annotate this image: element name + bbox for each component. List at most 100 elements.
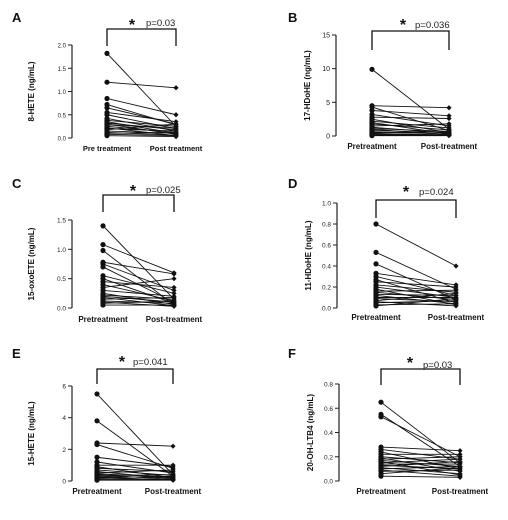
p-value-label: p=0.03 bbox=[146, 18, 175, 29]
pre-point bbox=[378, 473, 384, 479]
pair-line bbox=[371, 123, 450, 131]
y-tick-label: 0.5 bbox=[57, 276, 66, 283]
x-category-label: Post-treatment bbox=[421, 142, 478, 151]
y-tick-label: 0 bbox=[62, 479, 66, 486]
post-point bbox=[171, 294, 177, 301]
x-category-label: Pretreatment bbox=[351, 313, 401, 322]
post-point bbox=[171, 276, 177, 282]
pair-line bbox=[375, 293, 457, 296]
pair-line bbox=[106, 98, 177, 116]
pair-line bbox=[96, 475, 174, 479]
pre-point bbox=[369, 66, 375, 72]
pre-point bbox=[373, 221, 379, 227]
pre-point bbox=[373, 303, 379, 309]
post-point bbox=[453, 301, 459, 307]
pair-line bbox=[106, 131, 177, 134]
pair-line bbox=[96, 469, 174, 474]
y-axis-label: 8-HETE (ng/mL) bbox=[27, 61, 36, 121]
x-category-label: Post-treatment bbox=[432, 487, 489, 496]
pair-line bbox=[96, 393, 174, 475]
pre-point bbox=[100, 242, 106, 248]
pair-line bbox=[380, 466, 461, 470]
pair-line bbox=[375, 276, 457, 296]
pre-point bbox=[94, 454, 100, 460]
pre-point bbox=[104, 79, 110, 85]
pair-line bbox=[106, 81, 177, 89]
post-point bbox=[171, 271, 177, 277]
pair-line bbox=[371, 128, 450, 132]
pair-line bbox=[106, 107, 177, 125]
post-point bbox=[457, 459, 463, 465]
post-point bbox=[453, 290, 459, 296]
x-category-label: Post-treatment bbox=[146, 315, 203, 324]
pair-line bbox=[380, 458, 461, 464]
y-tick-label: 2.0 bbox=[58, 44, 67, 50]
significance-bracket bbox=[106, 28, 177, 46]
y-tick-label: 0.4 bbox=[324, 430, 333, 437]
pair-line bbox=[375, 279, 457, 304]
pair-line bbox=[371, 68, 450, 130]
y-tick-label: 6 bbox=[62, 384, 66, 391]
post-point bbox=[173, 125, 179, 131]
pair-line bbox=[96, 474, 174, 476]
panel-letter: A bbox=[12, 10, 22, 25]
y-tick-label: 0.0 bbox=[324, 479, 333, 486]
pre-point bbox=[100, 302, 106, 308]
pair-line bbox=[102, 294, 175, 300]
pair-line bbox=[380, 461, 461, 467]
post-point bbox=[453, 287, 459, 293]
post-point bbox=[446, 115, 452, 122]
pre-point bbox=[100, 264, 106, 270]
significance-bracket bbox=[96, 368, 174, 384]
post-point bbox=[457, 474, 463, 480]
pair-line bbox=[380, 401, 461, 464]
post-point bbox=[170, 443, 176, 449]
pair-line bbox=[371, 131, 450, 134]
y-tick-label: 0.6 bbox=[322, 243, 331, 250]
x-category-label: Pretreatment bbox=[347, 142, 397, 151]
y-tick-label: 1.5 bbox=[58, 67, 67, 73]
pre-point bbox=[94, 441, 100, 448]
y-tick-label: 0.5 bbox=[58, 113, 67, 119]
pair-line bbox=[96, 444, 174, 469]
pre-point bbox=[94, 477, 100, 483]
x-category-label: Pretreatment bbox=[78, 315, 128, 324]
significance-bracket bbox=[375, 199, 457, 218]
panel-letter: E bbox=[12, 346, 21, 361]
post-point bbox=[446, 129, 452, 135]
y-axis-label: 11-HDoHE (ng/mL) bbox=[304, 220, 313, 291]
x-category-label: Post treatment bbox=[150, 144, 203, 153]
significance-bracket bbox=[380, 368, 461, 385]
panel-c: C 0.0 0.5 1.0 1.5 15-oxoETE (ng/mL) Pretreatme… bbox=[12, 176, 203, 324]
post-point bbox=[170, 462, 176, 468]
post-point bbox=[170, 467, 176, 473]
pre-point bbox=[369, 107, 375, 114]
pair-line bbox=[102, 289, 175, 297]
pair-line bbox=[371, 123, 450, 127]
p-value-label: p=0.041 bbox=[133, 357, 168, 368]
significance-star: * bbox=[403, 184, 410, 201]
post-point bbox=[173, 85, 179, 91]
pre-point bbox=[373, 261, 379, 267]
pair-line bbox=[371, 116, 450, 119]
y-axis-label: 17-HDoHE (ng/mL) bbox=[303, 50, 312, 121]
x-category-label: Post-treatment bbox=[428, 313, 485, 322]
x-category-label: Pretreatment bbox=[72, 487, 122, 496]
significance-bracket bbox=[371, 30, 450, 50]
panel-letter: F bbox=[288, 346, 296, 361]
pair-line bbox=[380, 456, 461, 460]
pair-line bbox=[102, 278, 175, 288]
pre-point bbox=[104, 95, 110, 102]
pair-line bbox=[380, 467, 461, 475]
panel-letter: C bbox=[12, 176, 22, 191]
pre-point bbox=[373, 249, 379, 255]
pre-point bbox=[369, 133, 375, 139]
post-point bbox=[453, 263, 459, 269]
pair-line bbox=[375, 272, 457, 286]
pre-point bbox=[104, 112, 110, 118]
post-point bbox=[171, 298, 177, 304]
y-tick-label: 1.0 bbox=[58, 90, 67, 96]
y-tick-label: 0.8 bbox=[324, 382, 333, 389]
p-value-label: p=0.03 bbox=[423, 360, 452, 371]
